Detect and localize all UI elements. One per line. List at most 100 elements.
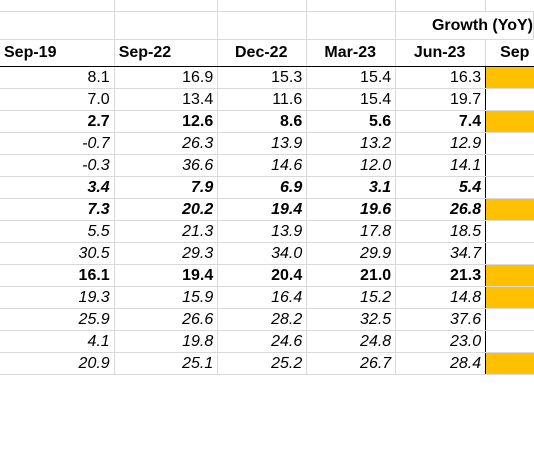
- data-cell[interactable]: 16.3: [395, 66, 487, 89]
- data-cell[interactable]: 26.6: [114, 308, 219, 331]
- data-cell[interactable]: 14.6: [217, 154, 308, 177]
- data-cell[interactable]: 36.6: [114, 154, 219, 177]
- data-cell[interactable]: 19.4: [114, 264, 219, 287]
- data-cell[interactable]: 13.2: [306, 132, 397, 155]
- data-cell[interactable]: 34.0: [217, 242, 308, 265]
- data-cell[interactable]: 2.7: [0, 110, 115, 133]
- data-cell[interactable]: 5.4: [395, 176, 487, 199]
- data-cell[interactable]: [485, 176, 534, 199]
- data-cell[interactable]: 32.5: [306, 308, 397, 331]
- column-header[interactable]: Sep-22: [114, 39, 219, 67]
- highlight-cell[interactable]: [485, 286, 534, 309]
- highlight-cell[interactable]: [485, 110, 534, 133]
- data-cell[interactable]: 20.9: [0, 352, 115, 375]
- data-cell[interactable]: 16.9: [114, 66, 219, 89]
- data-cell[interactable]: 19.7: [395, 88, 487, 111]
- highlight-cell[interactable]: [485, 66, 534, 89]
- data-cell[interactable]: 29.3: [114, 242, 219, 265]
- highlight-cell[interactable]: [485, 352, 534, 375]
- data-cell[interactable]: 37.6: [395, 308, 487, 331]
- cell[interactable]: [0, 11, 115, 40]
- column-header[interactable]: Mar-23: [306, 39, 397, 67]
- data-cell[interactable]: 7.0: [0, 88, 115, 111]
- data-cell[interactable]: 15.4: [306, 66, 397, 89]
- data-cell[interactable]: 24.6: [217, 330, 308, 353]
- data-cell[interactable]: 3.1: [306, 176, 397, 199]
- data-cell[interactable]: 28.2: [217, 308, 308, 331]
- data-cell[interactable]: 15.9: [114, 286, 219, 309]
- data-cell[interactable]: 11.6: [217, 88, 308, 111]
- column-header[interactable]: Dec-22: [217, 39, 308, 67]
- data-cell[interactable]: 34.7: [395, 242, 487, 265]
- data-cell[interactable]: 6.9: [217, 176, 308, 199]
- data-cell[interactable]: 3.4: [0, 176, 115, 199]
- data-cell[interactable]: 7.3: [0, 198, 115, 221]
- data-cell[interactable]: 28.4: [395, 352, 487, 375]
- data-cell[interactable]: 16.4: [217, 286, 308, 309]
- data-cell[interactable]: 29.9: [306, 242, 397, 265]
- cell[interactable]: [217, 0, 308, 12]
- cell[interactable]: [114, 11, 219, 40]
- data-cell[interactable]: 18.5: [395, 220, 487, 243]
- data-cell[interactable]: 21.3: [114, 220, 219, 243]
- data-cell[interactable]: 15.2: [306, 286, 397, 309]
- data-cell[interactable]: -0.3: [0, 154, 115, 177]
- column-header[interactable]: Sep: [485, 39, 534, 67]
- data-cell[interactable]: 12.6: [114, 110, 219, 133]
- data-cell[interactable]: 5.5: [0, 220, 115, 243]
- column-header[interactable]: Jun-23: [395, 39, 487, 67]
- column-header[interactable]: Sep-19: [0, 39, 115, 67]
- data-cell[interactable]: [485, 220, 534, 243]
- data-cell[interactable]: 12.0: [306, 154, 397, 177]
- cell[interactable]: [395, 0, 487, 12]
- data-cell[interactable]: [485, 154, 534, 177]
- highlight-cell[interactable]: [485, 198, 534, 221]
- data-cell[interactable]: 8.6: [217, 110, 308, 133]
- data-cell[interactable]: 14.1: [395, 154, 487, 177]
- data-cell[interactable]: [485, 330, 534, 353]
- data-cell[interactable]: 13.9: [217, 132, 308, 155]
- data-cell[interactable]: 19.6: [306, 198, 397, 221]
- data-cell[interactable]: 25.1: [114, 352, 219, 375]
- data-cell[interactable]: [485, 132, 534, 155]
- data-cell[interactable]: 24.8: [306, 330, 397, 353]
- data-cell[interactable]: 21.0: [306, 264, 397, 287]
- data-cell[interactable]: 26.7: [306, 352, 397, 375]
- data-cell[interactable]: [485, 308, 534, 331]
- cell[interactable]: [217, 11, 308, 40]
- data-cell[interactable]: 13.4: [114, 88, 219, 111]
- data-cell[interactable]: 4.1: [0, 330, 115, 353]
- cell[interactable]: [485, 0, 534, 12]
- data-cell[interactable]: 23.0: [395, 330, 487, 353]
- data-cell[interactable]: 25.9: [0, 308, 115, 331]
- data-cell[interactable]: 14.8: [395, 286, 487, 309]
- data-cell[interactable]: [485, 242, 534, 265]
- data-cell[interactable]: 20.4: [217, 264, 308, 287]
- data-cell[interactable]: 16.1: [0, 264, 115, 287]
- data-cell[interactable]: -0.7: [0, 132, 115, 155]
- data-cell[interactable]: 7.4: [395, 110, 487, 133]
- data-cell[interactable]: 21.3: [395, 264, 487, 287]
- highlight-cell[interactable]: [485, 264, 534, 287]
- data-cell[interactable]: 26.3: [114, 132, 219, 155]
- data-cell[interactable]: 19.4: [217, 198, 308, 221]
- data-cell[interactable]: 19.3: [0, 286, 115, 309]
- data-cell[interactable]: 26.8: [395, 198, 487, 221]
- data-cell[interactable]: 19.8: [114, 330, 219, 353]
- cell[interactable]: [306, 0, 397, 12]
- data-cell[interactable]: 5.6: [306, 110, 397, 133]
- cell[interactable]: [306, 11, 397, 40]
- data-cell[interactable]: 12.9: [395, 132, 487, 155]
- data-cell[interactable]: 20.2: [114, 198, 219, 221]
- data-cell[interactable]: 8.1: [0, 66, 115, 89]
- data-cell[interactable]: [485, 88, 534, 111]
- data-cell[interactable]: 25.2: [217, 352, 308, 375]
- data-cell[interactable]: 15.3: [217, 66, 308, 89]
- data-cell[interactable]: 7.9: [114, 176, 219, 199]
- data-cell[interactable]: 13.9: [217, 220, 308, 243]
- cell[interactable]: [114, 0, 219, 12]
- growth-yoy-header[interactable]: Growth (YoY): [395, 11, 534, 40]
- cell[interactable]: [0, 0, 115, 12]
- data-cell[interactable]: 17.8: [306, 220, 397, 243]
- data-cell[interactable]: 15.4: [306, 88, 397, 111]
